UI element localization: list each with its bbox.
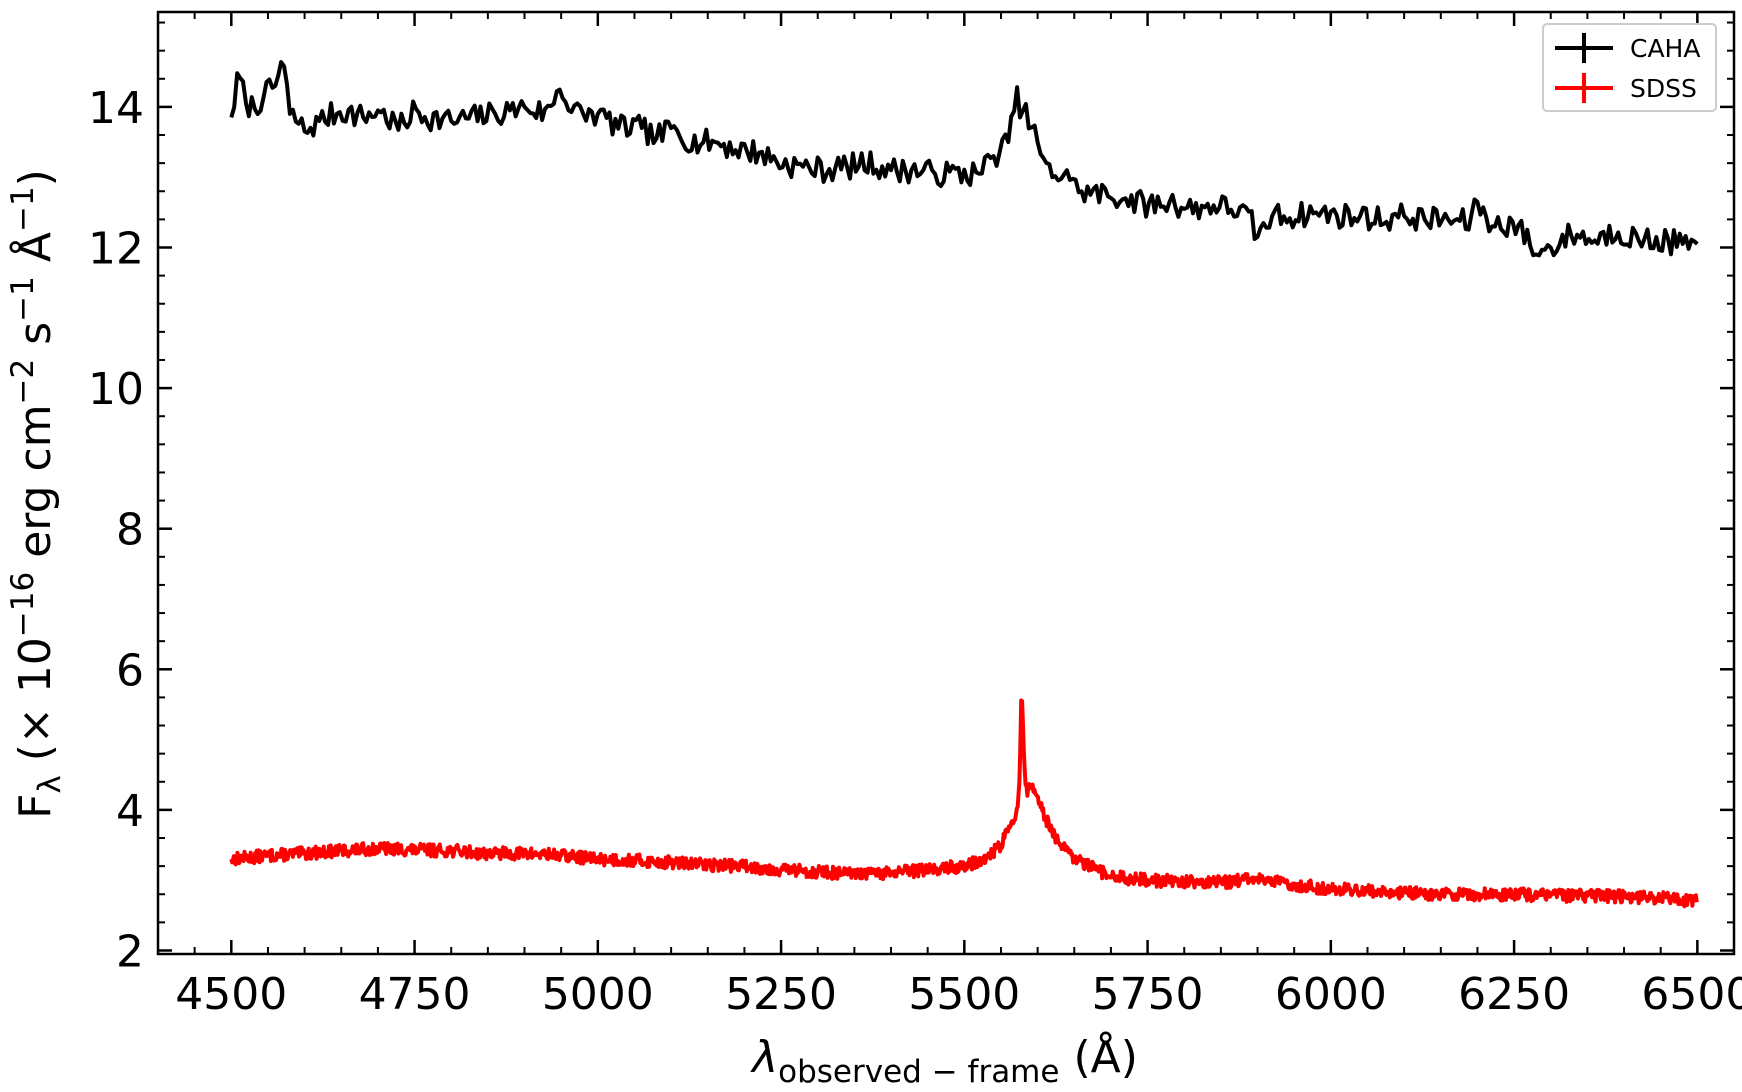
y-tick-label: 8 [116,505,144,556]
x-tick-label: 4750 [359,969,471,1020]
y-axis-title-prefix-subscript: λ [32,775,68,793]
x-tick-label: 4500 [175,969,287,1020]
series-line-sdss [229,698,1699,909]
y-tick-label: 10 [88,364,144,415]
x-tick-label: 5750 [1092,969,1204,1020]
y-tick-label: 2 [116,926,144,977]
y-axis-title-mid1: erg cm [10,404,61,571]
y-axis-title-suffix: ) [10,169,61,186]
y-tick-label: 14 [88,83,144,134]
x-tick-label: 6500 [1641,969,1742,1020]
x-axis-title-symbol: λ [750,1032,778,1083]
series-line-caha [229,60,1699,258]
y-axis-title-mid3: Å [8,232,61,276]
y-tick-label: 12 [88,224,144,275]
series-layer [229,60,1699,909]
x-axis-title-subscript: observed − frame [778,1054,1059,1090]
y-axis-title: Fλ (× 10−16 erg cm−2 s−1 Å−1) [5,169,68,819]
y-axis-title-body: (× 10 [10,637,61,775]
tick-layer: 4500 4750 5000 5250 5500 5750 6000 6250 6500 2 4 6 8… [88,12,1742,1020]
legend: CAHA SDSS [1542,23,1717,112]
y-axis-title-exp1: −16 [5,572,41,637]
plot-frame [156,10,1736,956]
y-axis-title-exp2: −2 [5,359,41,405]
plot-background [158,12,1734,954]
x-tick-label: 5000 [542,969,654,1020]
y-tick-label: 4 [116,786,144,837]
legend-label-caha: CAHA [1630,34,1700,63]
y-tick-label: 6 [116,645,144,696]
x-tick-label: 6000 [1275,969,1387,1020]
x-axis-title-spacer [1059,1032,1073,1083]
x-tick-label: 5250 [725,969,837,1020]
y-axis-title-exp4: −1 [5,186,41,232]
x-tick-label: 6250 [1458,969,1570,1020]
y-axis-title-prefix: F [10,794,61,819]
y-axis-title-exp3: −1 [5,276,41,322]
y-axis-title-mid2: s [10,322,61,359]
legend-label-sdss: SDSS [1630,74,1697,103]
x-axis-title-unit: (Å) [1073,1030,1137,1083]
x-tick-label: 5500 [908,969,1020,1020]
x-axis-title: λobserved − frame (Å) [750,1030,1138,1090]
